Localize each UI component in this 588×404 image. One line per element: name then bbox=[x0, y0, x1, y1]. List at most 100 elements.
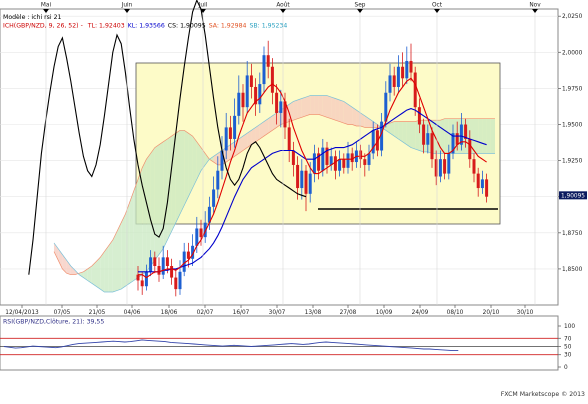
month-label: Mai bbox=[41, 3, 52, 9]
cloud-segment bbox=[125, 202, 130, 287]
month-label: Oct bbox=[432, 3, 443, 9]
candle-body bbox=[254, 86, 258, 105]
date-tick-label: 10/09 bbox=[376, 310, 393, 316]
date-tick-label: 30/07 bbox=[269, 310, 286, 316]
cloud-segment bbox=[352, 107, 357, 126]
legend-entry: TL: 1,92403 bbox=[87, 23, 125, 30]
cloud-segment bbox=[251, 127, 256, 145]
legend-entry: SB: 1,95234 bbox=[250, 23, 288, 30]
cloud-segment bbox=[247, 130, 252, 148]
cloud-segment bbox=[482, 118, 487, 154]
cloud-segment bbox=[205, 153, 210, 165]
cloud-segment bbox=[138, 167, 143, 278]
cloud-segment bbox=[196, 141, 201, 180]
candle-body bbox=[359, 150, 363, 160]
candle-body bbox=[380, 121, 384, 151]
candle-body bbox=[245, 75, 249, 108]
candle-body bbox=[249, 75, 253, 87]
rsi-legend: RSI(GBP/NZD,Clôture, 21): 39,55 bbox=[3, 318, 104, 326]
candle-body bbox=[329, 156, 333, 165]
cloud-segment bbox=[87, 266, 92, 284]
candle-body bbox=[312, 153, 316, 174]
cloud-segment bbox=[335, 98, 340, 122]
candle-body bbox=[191, 245, 195, 259]
candle-body bbox=[195, 228, 199, 246]
rsi-axis: 100 70 50 30 0 bbox=[558, 324, 575, 371]
month-markers: Mai Juin Juil Août Sep Oct Nov bbox=[41, 2, 541, 305]
indicator-lines bbox=[28, 0, 487, 279]
candle-body bbox=[409, 60, 413, 73]
cloud-segment bbox=[390, 121, 395, 137]
model-label: Modèle : ichi rsi 21 bbox=[3, 13, 62, 21]
cloud-segment bbox=[79, 271, 84, 278]
candle-body bbox=[459, 124, 463, 145]
candle-body bbox=[153, 257, 157, 267]
footer-credit: FXCM Marketscope © 2013 bbox=[501, 390, 585, 398]
cloud-segment bbox=[272, 112, 277, 131]
rsi-line bbox=[3, 339, 459, 352]
cloud-segment bbox=[70, 266, 75, 275]
candle-body bbox=[296, 164, 300, 189]
date-tick-label: 16/07 bbox=[233, 310, 250, 316]
cloud-segment bbox=[356, 110, 361, 126]
month-marker-icon bbox=[532, 9, 538, 13]
cloud-segment bbox=[276, 110, 281, 128]
cloud-segment bbox=[318, 95, 323, 116]
cloud-segment bbox=[411, 121, 416, 150]
cloud-segment bbox=[322, 95, 327, 118]
cloud-segment bbox=[369, 118, 374, 128]
date-tick-label: 08/10 bbox=[447, 310, 464, 316]
candle-body bbox=[220, 150, 224, 171]
cloud-segment bbox=[154, 144, 159, 261]
candle-body bbox=[144, 271, 148, 287]
candle-body bbox=[367, 153, 371, 165]
candle-body bbox=[279, 101, 283, 113]
cloud-segment bbox=[184, 130, 189, 206]
cloud-segment bbox=[327, 95, 332, 119]
month-label: Sep bbox=[355, 3, 366, 9]
candle-body bbox=[422, 124, 426, 145]
cloud-segment bbox=[343, 101, 348, 125]
price-axis: 2,02502,00001,97501,95001,92501,90001,87… bbox=[558, 14, 587, 273]
candle-body bbox=[186, 251, 190, 259]
cloud-segment bbox=[159, 141, 164, 255]
candle-body bbox=[350, 153, 354, 163]
candle-body bbox=[447, 153, 451, 174]
candle-body bbox=[136, 274, 140, 281]
senkou-a-line bbox=[53, 114, 495, 276]
candle-body bbox=[207, 206, 211, 223]
candle-body bbox=[140, 280, 144, 287]
candle-body bbox=[363, 159, 367, 165]
cloud-segment bbox=[129, 190, 134, 284]
month-marker-icon bbox=[43, 9, 49, 13]
last-price-label: 1,90095 bbox=[561, 193, 585, 199]
date-tick-label: 21/05 bbox=[89, 310, 106, 316]
cloud-segment bbox=[117, 222, 122, 291]
candle-body bbox=[275, 92, 279, 113]
candle-body bbox=[413, 72, 417, 108]
cloud-segment bbox=[192, 136, 197, 189]
cloud-segment bbox=[209, 156, 214, 163]
cloud-segment bbox=[394, 121, 399, 139]
cloud-segment bbox=[486, 118, 491, 154]
cloud-segment bbox=[373, 121, 378, 128]
cloud-segment bbox=[293, 99, 298, 121]
month-label: Août bbox=[276, 2, 290, 9]
month-label: Juin bbox=[121, 3, 133, 9]
indicator-legend: ICH(GBP/NZD, 9, 26, 52) - TL: 1,92403 KL:… bbox=[3, 23, 287, 30]
cloud-segment bbox=[66, 260, 71, 275]
candle-body bbox=[472, 159, 476, 174]
candle-body bbox=[342, 159, 346, 168]
candle-body bbox=[228, 127, 232, 139]
candle-body bbox=[233, 115, 237, 139]
candle-body bbox=[174, 277, 178, 290]
rsi-tick-label: 30 bbox=[564, 353, 572, 359]
cloud-segment bbox=[58, 248, 63, 269]
candle-body bbox=[300, 170, 304, 189]
cloud-segment bbox=[268, 115, 273, 134]
cloud-segment bbox=[398, 121, 403, 142]
cloud-segment bbox=[121, 214, 126, 290]
candle-body bbox=[317, 153, 321, 171]
date-axis: 12/04/2013 07/05 21/05 04/06 18/06 02/07 16/07… bbox=[5, 305, 534, 316]
